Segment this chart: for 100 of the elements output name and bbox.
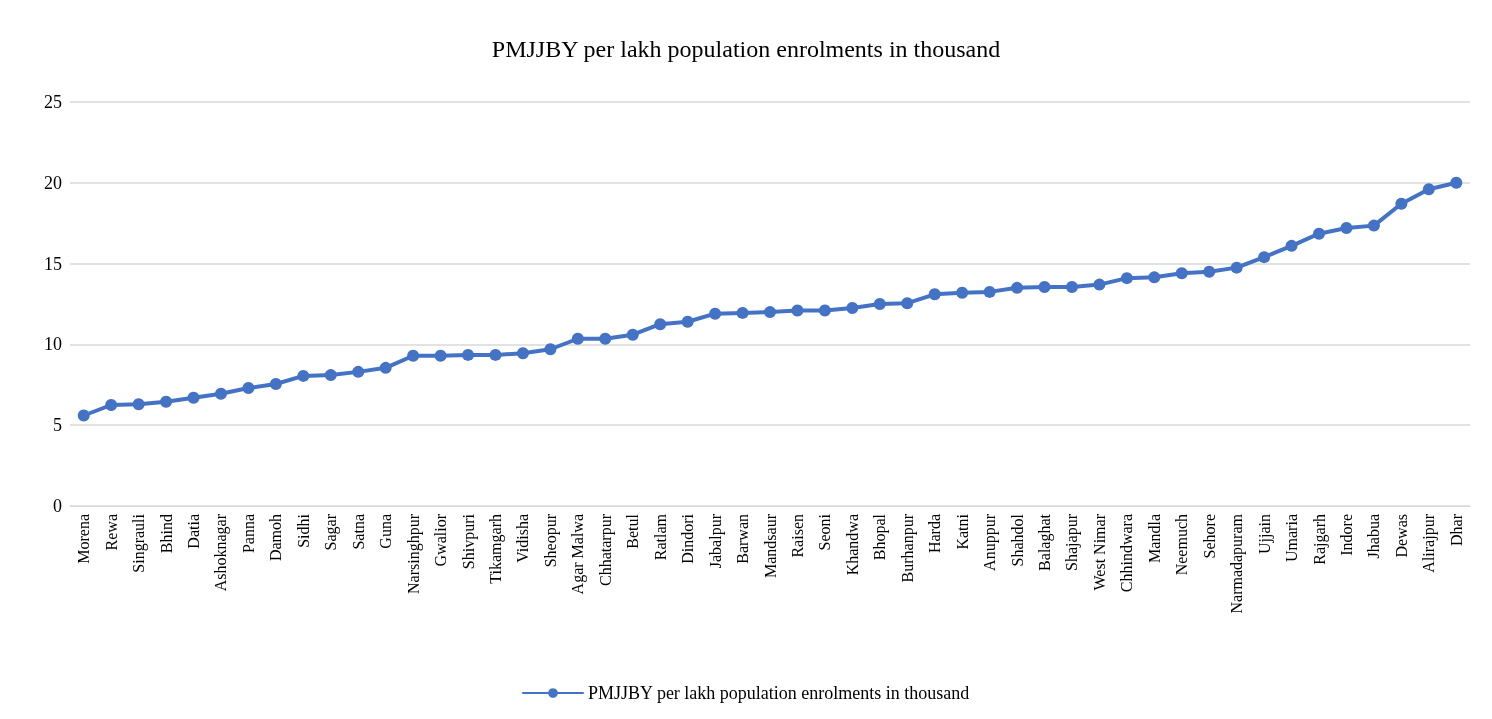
point bbox=[544, 343, 557, 356]
x-tick-label: Ujjain bbox=[1255, 514, 1274, 554]
point bbox=[132, 398, 145, 411]
point bbox=[1065, 281, 1078, 294]
x-tick-label: Jabalpur bbox=[706, 513, 725, 569]
x-tick-label: Betul bbox=[624, 513, 642, 549]
point bbox=[1450, 176, 1463, 189]
x-tick-label: Katni bbox=[953, 513, 971, 550]
x-tick-label: Shahdol bbox=[1008, 513, 1026, 567]
x-tick-label: Indore bbox=[1337, 514, 1355, 556]
point bbox=[160, 395, 173, 408]
x-tick-label: Panna bbox=[239, 514, 257, 554]
x-tick-label: Sidhi bbox=[294, 513, 312, 548]
x-tick-label: Dindori bbox=[679, 513, 697, 564]
point bbox=[1011, 281, 1024, 294]
point bbox=[983, 285, 996, 298]
y-tick-label: 20 bbox=[44, 172, 62, 193]
x-tick-label: Satna bbox=[349, 514, 367, 550]
x-tick-label: Bhopal bbox=[871, 513, 890, 561]
y-tick-label: 0 bbox=[53, 496, 62, 516]
point bbox=[1395, 197, 1408, 210]
y-tick-label: 5 bbox=[53, 415, 62, 436]
point bbox=[791, 304, 804, 317]
y-tick-label: 10 bbox=[44, 334, 62, 355]
x-tick-label: Narsinghpur bbox=[404, 513, 423, 594]
x-tick-label: Sehore bbox=[1200, 514, 1218, 559]
point bbox=[379, 361, 392, 374]
x-tick-label: Umaria bbox=[1283, 514, 1301, 562]
x-tick-label: Ashoknagar bbox=[212, 513, 231, 592]
point bbox=[1093, 278, 1106, 291]
legend-label: PMJJBY per lakh population enrolments in thousand bbox=[588, 683, 970, 703]
point bbox=[269, 377, 282, 390]
point bbox=[434, 349, 447, 362]
y-tick-label: 15 bbox=[44, 253, 62, 274]
point bbox=[324, 369, 337, 382]
point bbox=[681, 315, 694, 328]
point bbox=[352, 365, 365, 378]
x-tick-label: Dhar bbox=[1447, 513, 1465, 546]
x-tick-label: Mandla bbox=[1145, 514, 1163, 563]
x-tick-label: Barwan bbox=[734, 514, 752, 564]
point bbox=[956, 286, 969, 299]
x-tick-label: Guna bbox=[377, 514, 395, 549]
point bbox=[873, 298, 886, 310]
x-tick-label: Chhatarpur bbox=[596, 513, 615, 586]
point bbox=[1367, 219, 1380, 232]
point bbox=[297, 369, 310, 382]
x-tick-label: Shajapur bbox=[1063, 513, 1082, 571]
x-tick-label: Balaghat bbox=[1036, 513, 1055, 571]
point bbox=[516, 347, 529, 360]
point bbox=[818, 304, 831, 317]
x-tick-label: Datia bbox=[185, 514, 203, 549]
x-tick-label: Neemuch bbox=[1173, 514, 1191, 576]
point bbox=[599, 332, 612, 345]
x-tick-label: Khandwa bbox=[843, 514, 861, 576]
x-tick-label: Ratlam bbox=[651, 513, 669, 561]
point bbox=[928, 288, 941, 301]
x-tick-label: Anuppur bbox=[981, 513, 1000, 571]
point bbox=[1313, 227, 1326, 240]
point bbox=[214, 387, 227, 400]
x-tick-label: Sheopur bbox=[541, 513, 560, 568]
x-tick-label: Gwalior bbox=[432, 513, 450, 567]
x-tick-label: Vidisha bbox=[514, 514, 532, 563]
point bbox=[1148, 271, 1161, 284]
point bbox=[77, 409, 90, 422]
point bbox=[764, 306, 776, 319]
point bbox=[709, 307, 722, 320]
x-tick-label: Raisen bbox=[788, 514, 806, 558]
x-tick-label: Bhind bbox=[157, 514, 175, 554]
x-tick-label: Rewa bbox=[102, 514, 120, 551]
point bbox=[1120, 272, 1133, 285]
x-tick-label: Harda bbox=[926, 514, 944, 554]
point bbox=[1175, 267, 1188, 280]
x-tick-label: Chhindwara bbox=[1118, 514, 1136, 593]
point bbox=[242, 382, 255, 395]
point bbox=[1230, 261, 1243, 274]
x-tick-label: Burhanpur bbox=[898, 513, 917, 583]
point bbox=[654, 318, 667, 331]
point bbox=[1340, 222, 1353, 235]
x-tick-label: Narmadapuram bbox=[1228, 513, 1247, 614]
x-tick-label: Singrauli bbox=[130, 513, 149, 573]
point bbox=[626, 328, 639, 341]
point bbox=[1422, 183, 1435, 196]
point bbox=[571, 332, 584, 345]
x-tick-label: Tikamgarh bbox=[486, 514, 505, 584]
x-tick-label: Sagar bbox=[322, 513, 341, 551]
point bbox=[407, 349, 420, 362]
point bbox=[1203, 265, 1216, 278]
x-tick-label: Mandsaur bbox=[761, 513, 779, 578]
point bbox=[1038, 281, 1051, 294]
x-tick-label: Jhabua bbox=[1365, 514, 1383, 559]
x-tick-label: Rajgarh bbox=[1310, 514, 1329, 565]
point bbox=[846, 302, 859, 315]
point bbox=[736, 306, 749, 319]
point bbox=[462, 348, 475, 361]
point bbox=[489, 348, 502, 361]
point bbox=[187, 391, 200, 404]
x-tick-label: Morena bbox=[75, 514, 93, 564]
chart-title: PMJJBY per lakh population enrolments in thousand bbox=[491, 36, 1001, 62]
x-tick-label: Seoni bbox=[816, 513, 834, 551]
x-tick-label: Agar Malwa bbox=[569, 514, 588, 595]
